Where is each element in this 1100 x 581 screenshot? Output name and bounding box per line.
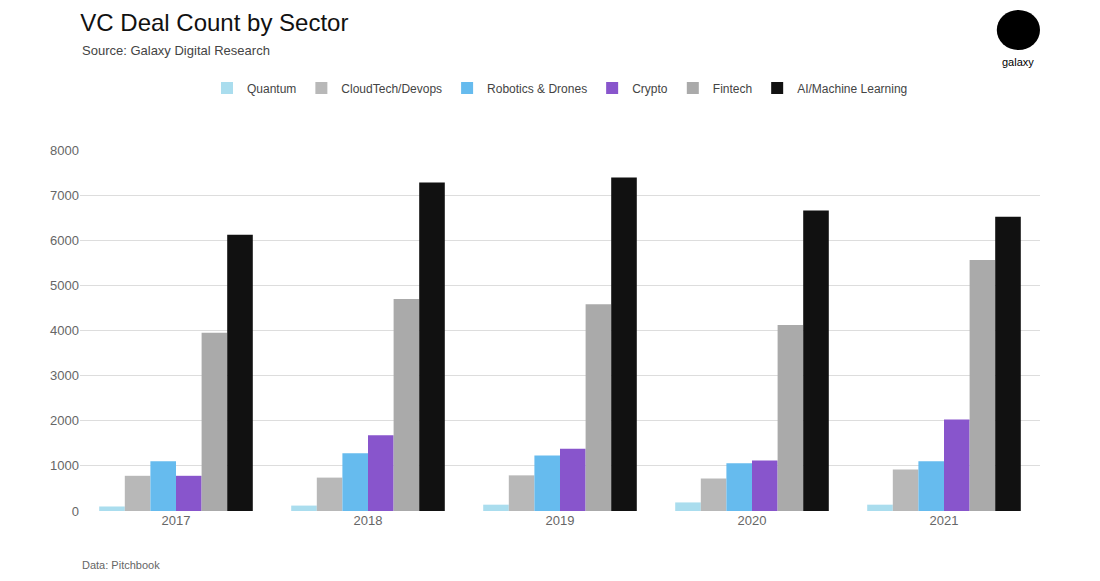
svg-text:Quantum: Quantum: [247, 82, 296, 96]
svg-text:CloudTech/Devops: CloudTech/Devops: [341, 82, 442, 96]
svg-text:1000: 1000: [50, 458, 79, 473]
svg-text:6000: 6000: [50, 233, 79, 248]
svg-text:3000: 3000: [50, 368, 79, 383]
svg-text:2021: 2021: [930, 513, 959, 528]
svg-text:Fintech: Fintech: [713, 82, 752, 96]
svg-text:Crypto: Crypto: [632, 82, 668, 96]
svg-text:0: 0: [72, 504, 79, 519]
svg-text:Source: Galaxy Digital Researc: Source: Galaxy Digital Research: [82, 43, 270, 58]
svg-text:4000: 4000: [50, 323, 79, 338]
svg-text:galaxy: galaxy: [1002, 56, 1034, 68]
svg-text:2019: 2019: [546, 513, 575, 528]
svg-text:5000: 5000: [50, 278, 79, 293]
svg-text:8000: 8000: [50, 143, 79, 158]
svg-text:2017: 2017: [162, 513, 191, 528]
svg-text:2000: 2000: [50, 413, 79, 428]
svg-text:Robotics & Drones: Robotics & Drones: [487, 82, 587, 96]
svg-text:Data: Pitchbook: Data: Pitchbook: [82, 559, 160, 571]
svg-text:AI/Machine Learning: AI/Machine Learning: [797, 82, 907, 96]
svg-text:2020: 2020: [738, 513, 767, 528]
svg-text:7000: 7000: [50, 188, 79, 203]
svg-text:2018: 2018: [354, 513, 383, 528]
svg-text:VC Deal Count by Sector: VC Deal Count by Sector: [80, 9, 348, 36]
